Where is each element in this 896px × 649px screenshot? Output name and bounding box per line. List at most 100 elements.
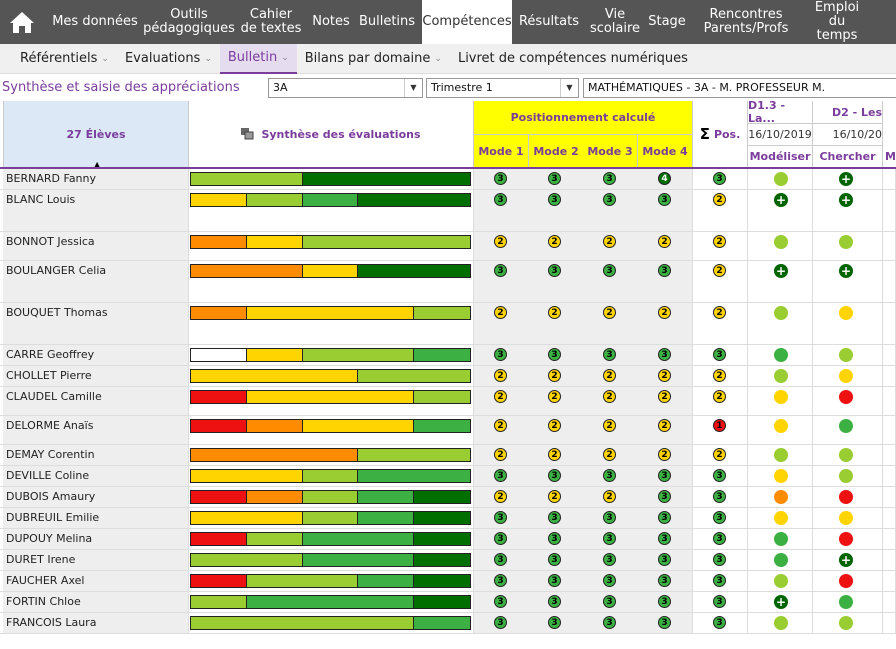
table-row[interactable]: CHOLLET Pierre 2 2 2 2 2 [0,366,896,387]
nav-tab-9[interactable]: Rencontres Parents/Profs [703,7,789,36]
competence-dot[interactable] [774,616,788,630]
nav-tab-2[interactable]: Cahier de textes [240,7,302,36]
subnav-item-0[interactable]: Référentiels ⌄ [12,44,117,74]
table-row[interactable]: FRANCOIS Laura 3 3 3 3 3 [0,613,896,634]
competence-dot[interactable] [774,172,788,186]
competence-dot[interactable] [839,511,853,525]
competence-dot[interactable] [774,348,788,362]
position-badge[interactable]: 3 [713,490,726,503]
d13-header[interactable]: D1.3 - La... [748,101,813,125]
plus-icon[interactable]: + [774,595,788,609]
position-badge[interactable]: 3 [713,595,726,608]
subject-select[interactable]: MATHÉMATIQUES - 3A - M. PROFESSEUR M. [583,78,896,98]
student-name[interactable]: BONNOT Jessica [6,235,95,248]
subnav-item-3[interactable]: Bilans par domaine ⌄ [297,44,450,74]
subnav-item-4[interactable]: Livret de compétences numériques [450,44,696,74]
student-name[interactable]: DEMAY Corentin [6,448,95,461]
competence-dot[interactable] [774,306,788,320]
position-badge[interactable]: 2 [713,264,726,277]
competence-dot[interactable] [839,616,853,630]
nav-tab-10[interactable]: Emploi du temps [814,0,860,43]
position-badge[interactable]: 2 [713,306,726,319]
student-name[interactable]: CHOLLET Pierre [6,369,92,382]
competence-dot[interactable] [839,235,853,249]
student-name[interactable]: CARRE Geoffrey [6,348,95,361]
competence-dot[interactable] [774,419,788,433]
table-row[interactable]: BOUQUET Thomas 2 2 2 2 2 [0,303,896,345]
table-row[interactable]: DEMAY Corentin 2 2 2 2 2 [0,445,896,466]
subnav-item-1[interactable]: Evaluations ⌄ [117,44,220,74]
nav-tab-4[interactable]: Bulletins [358,14,416,29]
pos-header[interactable]: Σ Pos. [693,101,748,168]
position-badge[interactable]: 2 [713,193,726,206]
position-badge[interactable]: 2 [713,390,726,403]
table-row[interactable]: DUBREUIL Emilie 3 3 3 3 3 [0,508,896,529]
table-row[interactable]: DURET Irene 3 3 3 3 3 + [0,550,896,571]
subnav-item-2[interactable]: Bulletin ⌄ [219,43,297,74]
mode-header-2[interactable]: Mode 2 [529,135,584,168]
table-row[interactable]: BONNOT Jessica 2 2 2 2 2 [0,232,896,261]
competence-dot[interactable] [839,490,853,504]
competence-dot[interactable] [839,369,853,383]
competence-dot[interactable] [774,511,788,525]
competence-dot[interactable] [839,595,853,609]
competence-dot[interactable] [774,448,788,462]
table-row[interactable]: BERNARD Fanny 3 3 3 4 3 + [0,169,896,190]
competence-dot[interactable] [839,532,853,546]
d2-header[interactable]: D2 - Les [813,101,883,124]
plus-icon[interactable]: + [839,553,853,567]
synthesis-header[interactable]: Synthèse des évaluations [189,101,474,168]
table-row[interactable]: CARRE Geoffrey 3 3 3 3 3 [0,345,896,366]
student-name[interactable]: DUBOIS Amaury [6,490,96,503]
student-name[interactable]: DUPOUY Melina [6,532,93,545]
plus-icon[interactable]: + [839,264,853,278]
student-name[interactable]: FRANCOIS Laura [6,616,97,629]
competence-dot[interactable] [839,469,853,483]
position-badge[interactable]: 3 [713,511,726,524]
position-badge[interactable]: 3 [713,574,726,587]
competence-dot[interactable] [839,448,853,462]
plus-icon[interactable]: + [839,172,853,186]
table-row[interactable]: DEVILLE Coline 3 3 3 3 3 [0,466,896,487]
nav-tab-3[interactable]: Notes [312,14,350,29]
plus-icon[interactable]: + [774,264,788,278]
student-name[interactable]: FAUCHER Axel [6,574,85,587]
mode-header-3[interactable]: Mode 3 [583,135,638,168]
nav-tab-1[interactable]: Outils pédagogiques [143,7,235,36]
nav-tab-8[interactable]: Stage [648,14,686,29]
competence-dot[interactable] [839,348,853,362]
competence-dot[interactable] [839,390,853,404]
position-badge[interactable]: 3 [713,172,726,185]
nav-tab-6[interactable]: Résultats [518,14,579,29]
competence-dot[interactable] [839,419,853,433]
table-row[interactable]: CLAUDEL Camille 2 2 2 2 2 [0,387,896,416]
nav-tab-7[interactable]: Vie scolaire [589,7,641,36]
table-row[interactable]: DELORME Anaïs 2 2 2 2 1 [0,416,896,445]
student-name[interactable]: CLAUDEL Camille [6,390,102,403]
position-badge[interactable]: 1 [713,419,726,432]
competence-dot[interactable] [774,469,788,483]
class-select[interactable]: 3A ▼ [268,78,423,98]
plus-icon[interactable]: + [839,193,853,207]
mode-header-1[interactable]: Mode 1 [474,135,529,168]
position-badge[interactable]: 3 [713,532,726,545]
table-row[interactable]: FAUCHER Axel 3 3 3 3 3 [0,571,896,592]
student-name[interactable]: BOULANGER Celia [6,264,107,277]
table-row[interactable]: DUPOUY Melina 3 3 3 3 3 [0,529,896,550]
competence-dot[interactable] [774,532,788,546]
position-badge[interactable]: 2 [713,448,726,461]
home-icon[interactable] [0,0,44,44]
competence-dot[interactable] [839,306,853,320]
nav-tab-0[interactable]: Mes données [52,14,138,29]
competence-dot[interactable] [774,235,788,249]
position-badge[interactable]: 3 [713,469,726,482]
position-badge[interactable]: 3 [713,616,726,629]
competence-dot[interactable] [774,369,788,383]
period-select[interactable]: Trimestre 1 ▼ [426,78,579,98]
student-name[interactable]: FORTIN Chloe [6,595,81,608]
student-name[interactable]: BOUQUET Thomas [6,306,108,319]
table-row[interactable]: BOULANGER Celia 3 3 3 3 2 + + [0,261,896,303]
student-name[interactable]: DURET Irene [6,553,76,566]
position-badge[interactable]: 2 [713,235,726,248]
student-name[interactable]: BLANC Louis [6,193,76,206]
